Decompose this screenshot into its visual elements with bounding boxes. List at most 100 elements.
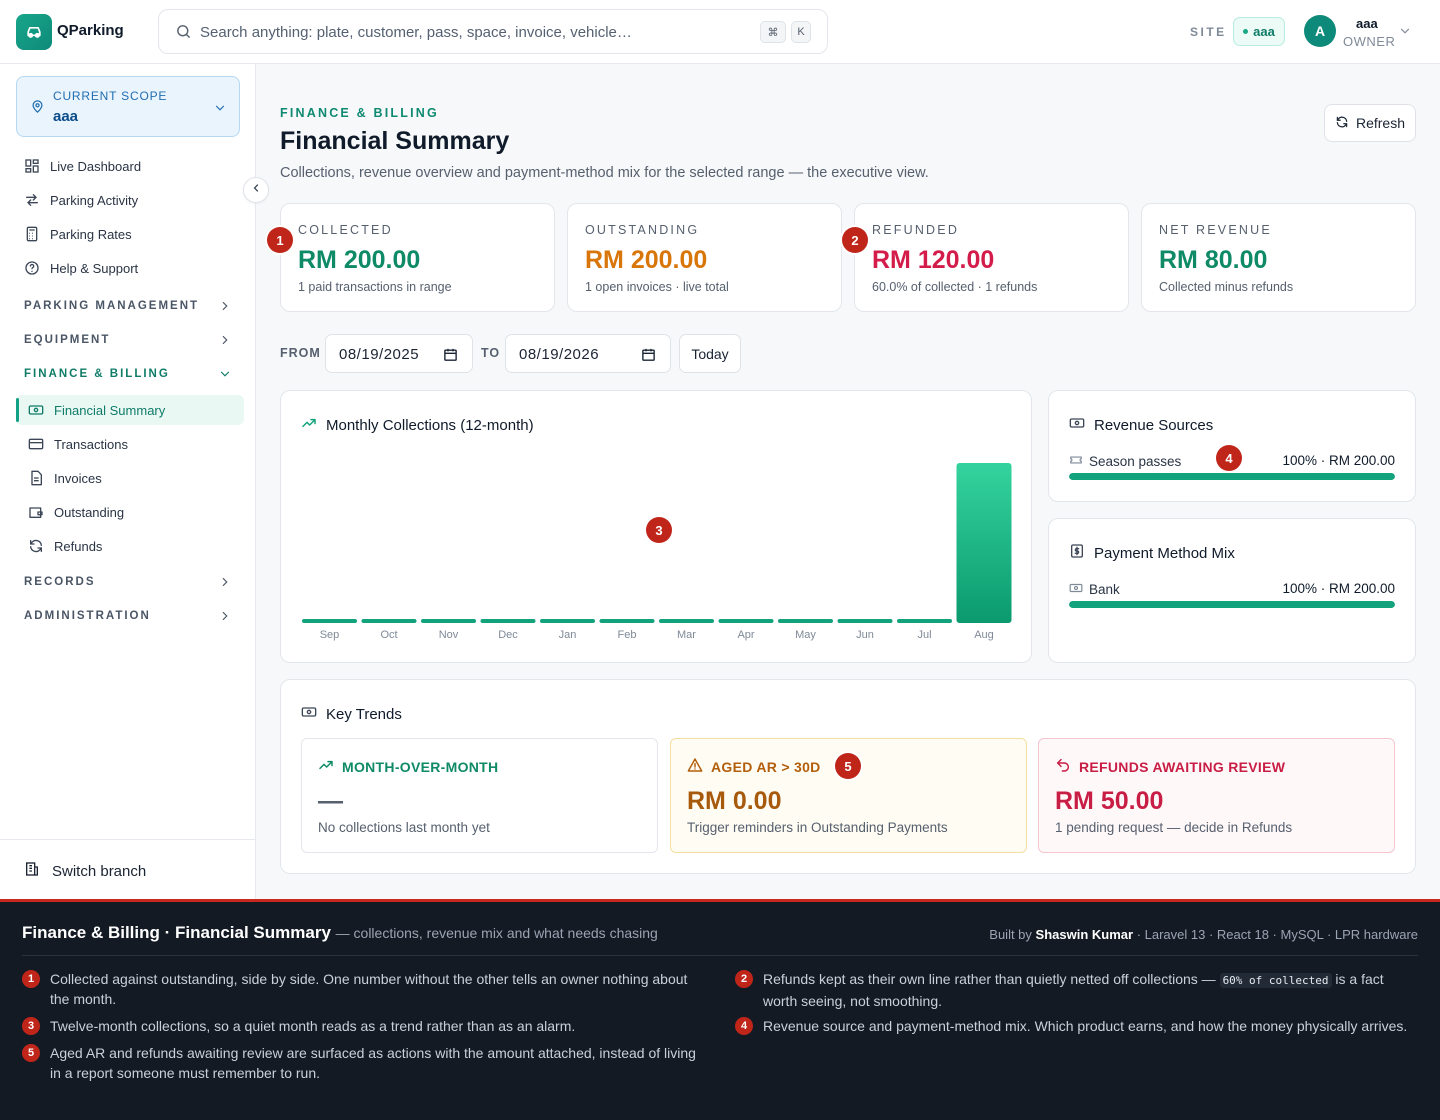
card-icon [28,436,44,452]
x-tick-label: May [795,629,816,641]
nav-group-label: RECORDS [24,576,96,588]
trend-heading: REFUNDS AWAITING REVIEW [1055,757,1285,776]
credits-stack: · Laravel 13 · React 18 · MySQL · LPR ha… [1136,927,1418,942]
to-date-input[interactable]: 08/19/2026 [505,334,671,373]
today-button[interactable]: Today [679,334,741,373]
user-role: OWNER [1343,34,1396,49]
kpi-refunded: REFUNDED RM 120.00 60.0% of collected · … [854,203,1129,312]
bar-oct[interactable] [361,619,417,623]
footer-tagline: — collections, revenue mix and what need… [335,925,658,941]
user-name[interactable]: aaa [1356,16,1378,31]
scope-selector[interactable]: CURRENT SCOPE aaa [16,76,240,137]
bar-nov[interactable] [421,619,476,623]
sidebar: CURRENT SCOPE aaa Live Dashboard Parking… [0,64,256,900]
kpi-subtext: Collected minus refunds [1159,280,1294,294]
nav-group-equipment[interactable]: EQUIPMENT [24,334,236,346]
bar-jul[interactable] [897,619,952,623]
search-placeholder[interactable]: Search anything: plate, customer, pass, … [200,24,632,41]
note-text: Twelve-month collections, so a quiet mon… [50,1018,576,1034]
from-date-value: 08/19/2025 [339,346,420,363]
x-tick-label: Jun [856,629,874,641]
card-title-text: Monthly Collections (12-month) [326,416,534,434]
global-search[interactable]: Search anything: plate, customer, pass, … [158,9,828,54]
site-selector[interactable]: aaa [1233,17,1285,46]
method-progress-fill [1069,601,1395,608]
sidebar-item-invoices[interactable]: Invoices [16,463,244,493]
bar-feb[interactable] [599,619,655,623]
trend-refunds-awaiting-review[interactable]: REFUNDS AWAITING REVIEW RM 50.00 1 pendi… [1038,738,1395,853]
status-dot [1243,29,1249,34]
nav-group-finance-billing[interactable]: FINANCE & BILLING [24,368,236,380]
help-icon [24,260,40,276]
sidebar-item-transactions[interactable]: Transactions [16,429,244,459]
kpi-net-revenue: NET REVENUE RM 80.00 Collected minus ref… [1141,203,1416,312]
footer-divider [22,955,1418,956]
kbd-command-key: ⌘ [760,21,786,43]
sidebar-item-live-dashboard[interactable]: Live Dashboard [16,151,244,181]
calendar-icon[interactable] [443,347,458,367]
top-bar: QParking Search anything: plate, custome… [0,0,1440,64]
bar-sep[interactable] [302,619,357,623]
scope-label: CURRENT SCOPE [53,89,168,103]
note-badge: 1 [22,970,40,988]
site-value: aaa [1253,24,1275,39]
sidebar-item-refunds[interactable]: Refunds [16,531,244,561]
refresh-label: Refresh [1355,115,1406,131]
kbd-k-key: K [791,21,811,43]
kpi-label: REFUNDED [872,223,960,237]
trend-value: — [318,787,343,815]
banknote-icon [1069,415,1085,435]
sidebar-item-parking-rates[interactable]: Parking Rates [16,219,244,249]
source-label: Season passes [1069,453,1181,470]
source-value: 100% · RM 200.00 [1282,453,1395,468]
avatar[interactable]: A [1304,15,1336,47]
kpi-value: RM 120.00 [872,246,995,274]
kpi-subtext: 60.0% of collected · 1 refunds [872,280,1038,294]
card-title-text: Payment Method Mix [1094,544,1235,562]
kpi-outstanding: OUTSTANDING RM 200.00 1 open invoices · … [567,203,842,312]
annotation-badge-1: 1 [267,227,293,253]
sidebar-item-outstanding[interactable]: Outstanding [16,497,244,527]
trend-heading: AGED AR > 30D [687,757,821,776]
note-badge: 4 [735,1017,753,1035]
refresh-button[interactable]: Refresh [1324,104,1416,142]
card-title-text: Key Trends [326,705,402,723]
chevron-down-icon[interactable] [1398,24,1412,43]
sidebar-item-help-support[interactable]: Help & Support [16,253,244,283]
chevron-left-icon [250,181,262,199]
bar-aug[interactable] [956,463,1012,623]
bar-jan[interactable] [540,619,595,623]
sidebar-item-label: Parking Activity [50,193,139,208]
kpi-label: OUTSTANDING [585,223,700,237]
source-progress-fill [1069,473,1395,480]
page-subtitle: Collections, revenue overview and paymen… [280,165,929,181]
undo-icon [1055,757,1071,776]
bar-mar[interactable] [659,619,714,623]
note-badge: 5 [22,1044,40,1062]
chevron-right-icon [218,575,232,592]
sidebar-item-financial-summary[interactable]: Financial Summary [16,395,244,425]
bar-jun[interactable] [837,619,893,623]
app-name[interactable]: QParking [57,22,124,39]
sidebar-item-parking-activity[interactable]: Parking Activity [16,185,244,215]
banknote-icon [1069,581,1083,598]
bar-dec[interactable] [480,619,536,623]
building-icon [24,861,40,881]
payment-method-mix-card: Payment Method Mix Bank 100% · RM 200.00 [1048,518,1416,663]
nav-group-parking-management[interactable]: PARKING MANAGEMENT [24,300,236,312]
bar-apr[interactable] [718,619,774,623]
card-title: Revenue Sources [1069,415,1213,435]
sidebar-collapse-button[interactable] [243,177,269,203]
logo-car-icon[interactable] [16,14,52,50]
calendar-icon[interactable] [641,347,656,367]
banknote-icon [301,704,317,724]
note-text-pre: Refunds kept as their own line rather th… [763,971,1216,987]
note-text: Aged AR and refunds awaiting review are … [50,1045,696,1081]
switch-branch-button[interactable]: Switch branch [24,861,146,881]
nav-group-records[interactable]: RECORDS [24,576,236,588]
kpi-value: RM 200.00 [585,246,708,274]
x-tick-label: Nov [439,629,459,641]
nav-group-administration[interactable]: ADMINISTRATION [24,610,236,622]
bar-may[interactable] [778,619,833,623]
from-date-input[interactable]: 08/19/2025 [325,334,473,373]
